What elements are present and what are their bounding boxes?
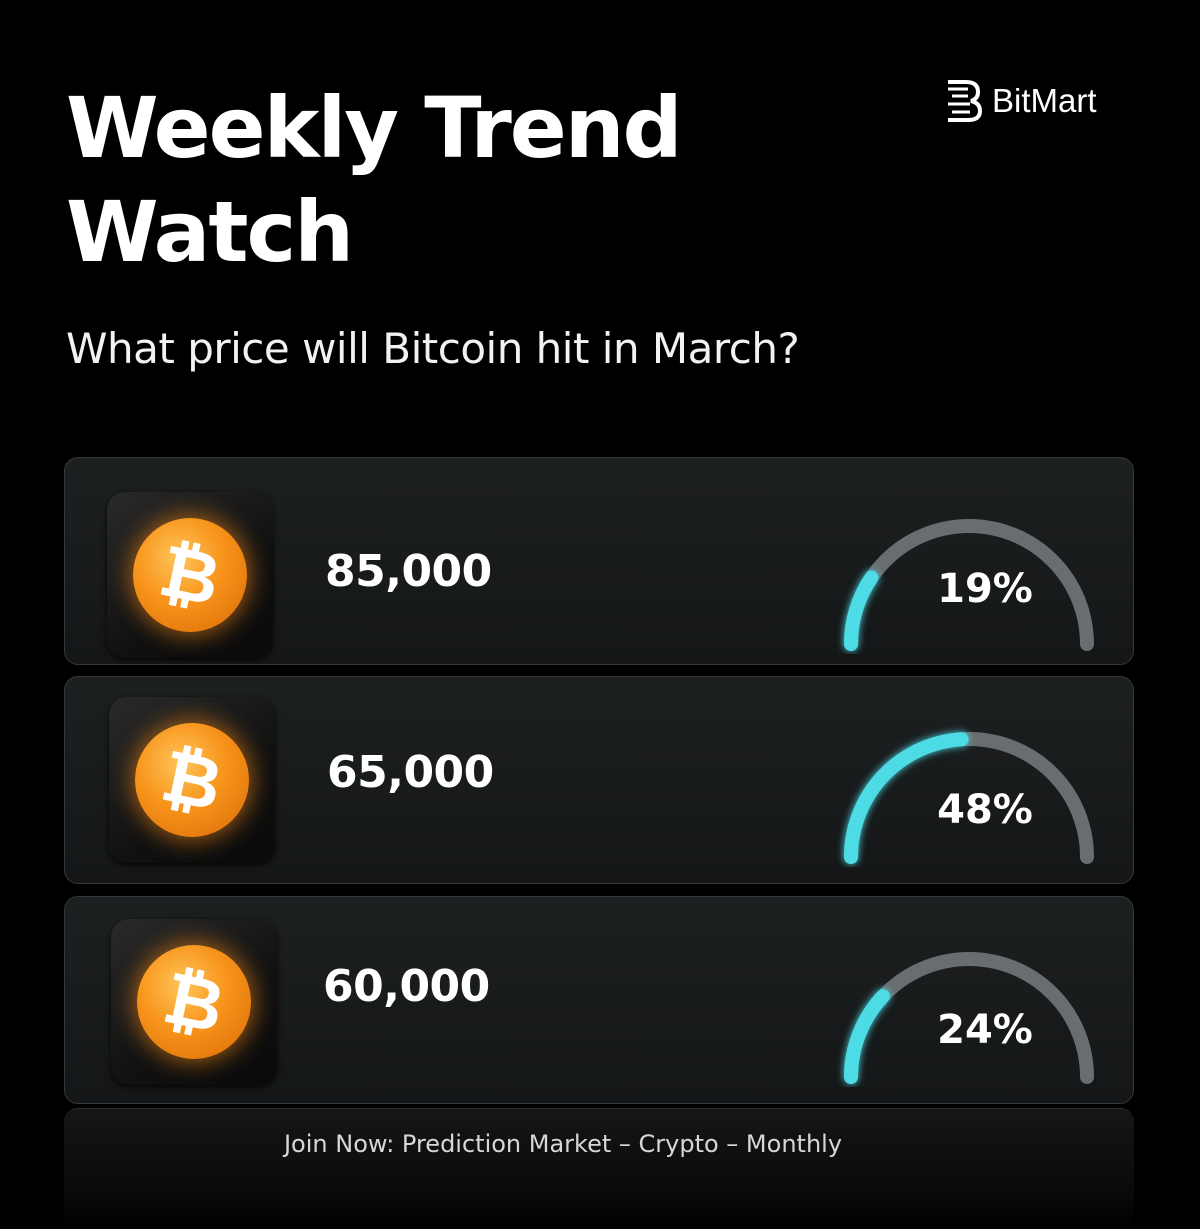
option-percent: 19% — [937, 566, 1033, 612]
option-percent: 24% — [937, 1007, 1033, 1053]
bitcoin-icon: ₿ — [133, 518, 247, 632]
option-card[interactable]: ₿ 60,000 24% — [64, 896, 1134, 1104]
option-percent: 48% — [937, 787, 1033, 833]
coin-tile: ₿ — [109, 697, 275, 863]
probability-gauge — [844, 519, 1094, 651]
brand-name: BitMart — [992, 82, 1097, 119]
coin-tile: ₿ — [107, 492, 273, 658]
option-price: 65,000 — [327, 747, 494, 798]
bitcoin-icon: ₿ — [135, 723, 249, 837]
bitmart-logo-icon — [948, 80, 983, 122]
brand-logo: BitMart — [944, 76, 1097, 126]
coin-tile: ₿ — [111, 919, 277, 1085]
option-price: 85,000 — [325, 546, 492, 597]
option-card[interactable]: ₿ 65,000 48% — [64, 676, 1134, 884]
probability-gauge — [844, 732, 1094, 864]
footer-cta[interactable]: Join Now: Prediction Market – Crypto – M… — [283, 1130, 843, 1158]
page-subtitle: What price will Bitcoin hit in March? — [66, 324, 800, 373]
probability-gauge — [844, 952, 1094, 1084]
bitcoin-icon: ₿ — [137, 945, 251, 1059]
option-card[interactable]: ₿ 85,000 19% — [64, 457, 1134, 665]
option-price: 60,000 — [323, 961, 490, 1012]
page-title: Weekly Trend Watch — [66, 79, 683, 281]
footer-bar — [64, 1108, 1134, 1229]
